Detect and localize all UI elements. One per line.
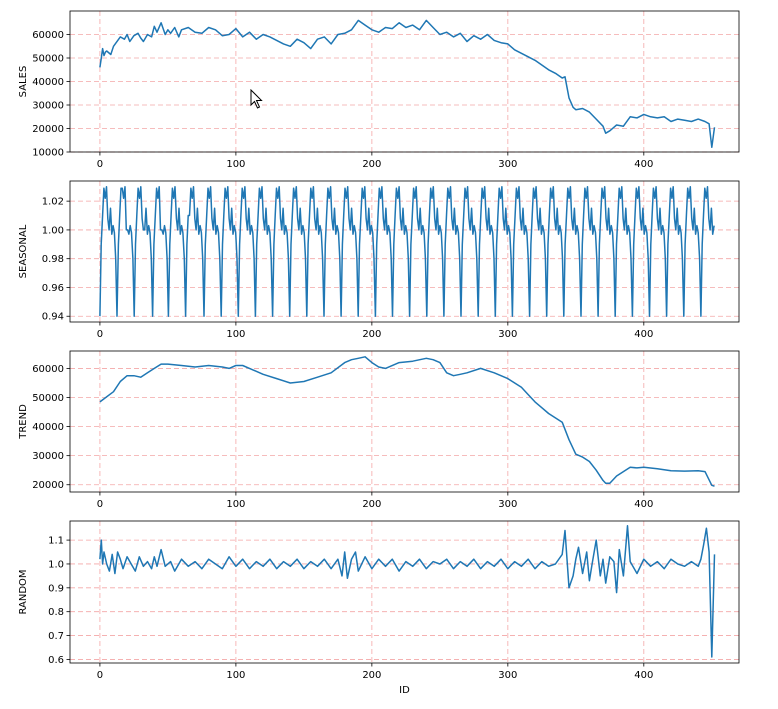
y-tick-label: 30000 <box>32 451 64 462</box>
y-axis-label: SEASONAL <box>18 224 29 278</box>
x-tick-label: 300 <box>498 159 517 170</box>
x-tick-label: 0 <box>97 499 103 510</box>
y-axis-label: SALES <box>18 66 29 98</box>
panel-random: 0 100 200 300 400 0.6 0.7 0.8 0.9 1.0 1.1 RANDOM ID <box>18 520 740 696</box>
y-tick-label: 1.0 <box>48 559 64 570</box>
y-tick-label: 20000 <box>32 124 64 135</box>
y-tick-label: 50000 <box>32 393 64 404</box>
y-tick-label: 40000 <box>32 77 64 88</box>
axes-frame <box>69 350 740 493</box>
y-tick-label: 40000 <box>32 422 64 433</box>
y-tick-label: 1.02 <box>42 197 64 208</box>
series-line-seasonal <box>99 186 715 317</box>
x-tick-label: 100 <box>226 159 245 170</box>
x-tick-label: 0 <box>97 159 103 170</box>
x-tick-label: 400 <box>634 670 653 681</box>
y-tick-label: 50000 <box>32 54 64 65</box>
series-line-trend <box>99 356 715 487</box>
x-tick-label: 400 <box>634 329 653 340</box>
panel-seasonal: 0 100 200 300 400 0.94 0.96 0.98 1.00 1.02 SEASONA… <box>18 180 740 340</box>
y-tick-label: 0.96 <box>42 283 64 294</box>
mouse-pointer-icon <box>250 89 263 109</box>
x-tick-label: 100 <box>226 670 245 681</box>
panel-sales: 0 100 200 300 400 10000 20000 30000 40000 50000 60… <box>18 10 740 170</box>
y-tick-label: 1.00 <box>42 225 64 236</box>
y-tick-label: 30000 <box>32 101 64 112</box>
x-tick-label: 200 <box>362 499 381 510</box>
y-axis-label: TREND <box>18 404 29 440</box>
x-tick-label: 0 <box>97 329 103 340</box>
y-tick-label: 0.7 <box>48 631 64 642</box>
x-tick-label: 100 <box>226 499 245 510</box>
y-tick-label: 0.8 <box>48 607 64 618</box>
y-tick-label: 60000 <box>32 364 64 375</box>
y-tick-label: 60000 <box>32 30 64 41</box>
panel-trend: 0 100 200 300 400 20000 30000 40000 50000 60000 TR… <box>18 350 740 510</box>
y-tick-label: 0.6 <box>48 655 64 666</box>
series-line-sales <box>99 19 716 149</box>
y-tick-label: 0.94 <box>42 312 64 323</box>
y-tick-label: 1.1 <box>48 536 64 547</box>
x-tick-label: 100 <box>226 329 245 340</box>
y-tick-label: 0.9 <box>48 583 64 594</box>
x-tick-label: 400 <box>634 499 653 510</box>
x-axis-label: ID <box>399 685 410 696</box>
x-tick-label: 300 <box>498 329 517 340</box>
x-tick-label: 200 <box>362 329 381 340</box>
series-line-random <box>99 525 716 658</box>
x-tick-label: 400 <box>634 159 653 170</box>
x-tick-label: 300 <box>498 670 517 681</box>
x-tick-label: 200 <box>362 670 381 681</box>
y-tick-label: 10000 <box>32 148 64 159</box>
x-tick-label: 0 <box>97 670 103 681</box>
axes-frame <box>69 180 740 323</box>
axes-frame <box>69 520 740 664</box>
x-tick-label: 200 <box>362 159 381 170</box>
x-tick-label: 300 <box>498 499 517 510</box>
y-tick-label: 0.98 <box>42 254 64 265</box>
y-tick-label: 20000 <box>32 480 64 491</box>
y-axis-label: RANDOM <box>18 569 29 614</box>
